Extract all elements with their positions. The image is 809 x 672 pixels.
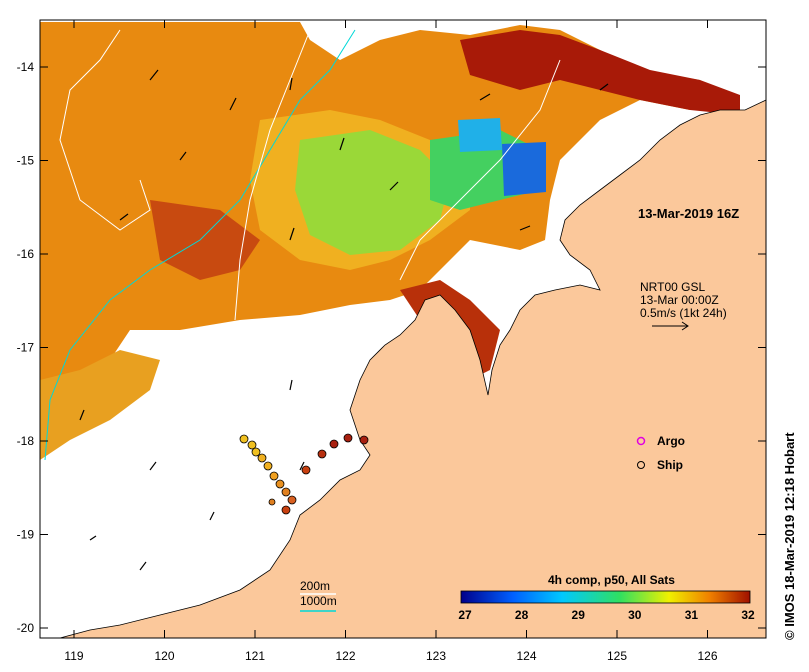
ship-legend-label: Ship [657,458,683,472]
longitude-tick-label: 122 [335,649,355,663]
current-source-label: NRT00 GSL [640,280,705,294]
colorbar-tick-label: 29 [572,608,586,622]
land-mass [59,20,766,638]
current-vectors [79,69,609,571]
sst-cold-patch [502,142,546,196]
colorbar-tick-label: 31 [685,608,699,622]
timestamp-label: 13-Mar-2019 16Z [638,206,739,221]
latitude-tick-label: -20 [17,621,35,635]
colorbar-title: 4h comp, p50, All Sats [548,573,675,587]
sst-hot-region-north [460,30,740,115]
longitude-tick-label: 123 [426,649,446,663]
latitude-tick-label: -16 [17,247,35,261]
colorbar [460,590,751,604]
longitude-tick-label: 119 [64,649,83,663]
sst-cyan-patch [458,118,502,152]
argo-marker-icon [636,436,646,446]
contour-200m [234,29,311,321]
sst-hot-region-west [150,200,260,280]
contour-1000-label: 1000m [300,594,337,608]
contour-200m-west [59,29,151,231]
sst-west-edge [40,350,160,460]
map-plot-area [40,20,766,638]
map-frame [39,19,767,639]
current-scale-label: 0.5m/s (1kt 24h) [640,306,727,320]
colorbar-ticks: 27 28 29 30 31 32 [458,608,755,622]
colorbar-tick-label: 30 [628,608,642,622]
longitude-axis: 119 120 121 122 123 124 125 126 [64,20,718,663]
latitude-tick-label: -15 [17,154,35,168]
longitude-tick-label: 121 [245,649,265,663]
ship-observations [239,433,369,515]
latitude-tick-label: -17 [17,341,35,355]
current-time-label: 13-Mar 00:00Z [640,293,719,307]
credit-text: IMOS 18-Mar-2019 12:18 Hobart [782,432,797,627]
contour-1000m [44,29,356,461]
scale-arrow-icon [652,321,689,331]
credit-label: © IMOS 18-Mar-2019 12:18 Hobart [782,432,797,640]
contour-200m-east [399,59,561,281]
latitude-tick-label: -14 [17,60,35,74]
latitude-tick-label: -19 [17,528,35,542]
copyright-symbol: © [782,630,797,640]
longitude-tick-label: 124 [516,649,536,663]
colorbar-tick-label: 32 [741,608,755,622]
longitude-tick-label: 120 [154,649,174,663]
longitude-tick-label: 125 [607,649,627,663]
sst-cool-region [295,130,450,255]
ship-marker-icon [637,461,645,469]
latitude-axis: -14 -15 -16 -17 -18 -19 -20 [17,60,766,635]
argo-legend-label: Argo [657,434,685,448]
latitude-tick-label: -18 [17,434,35,448]
contour-200-label: 200m [300,579,330,593]
longitude-tick-label: 126 [697,649,717,663]
colorbar-tick-label: 27 [458,608,472,622]
colorbar-tick-label: 28 [515,608,529,622]
